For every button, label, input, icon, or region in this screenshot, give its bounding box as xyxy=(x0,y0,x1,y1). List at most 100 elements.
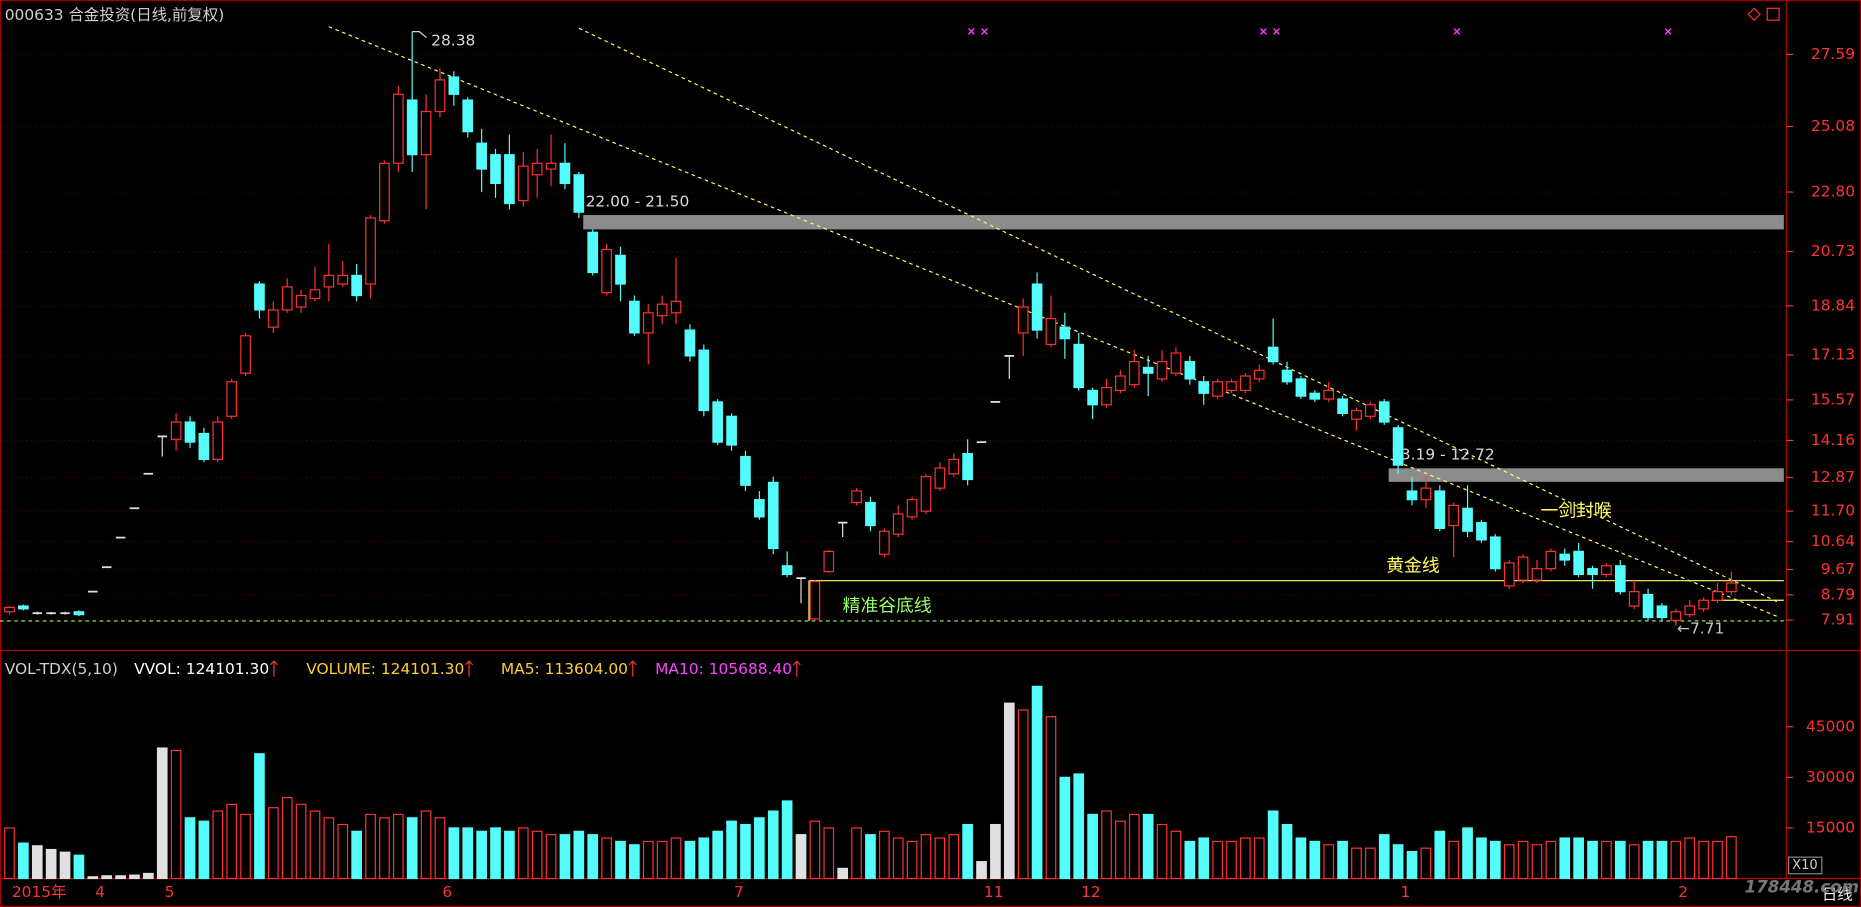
candle-body xyxy=(1309,392,1321,400)
volume-bar xyxy=(420,810,432,880)
candle-body xyxy=(1226,381,1237,391)
candle-body xyxy=(656,303,668,317)
icon[interactable] xyxy=(1766,7,1780,21)
volume-bar xyxy=(1642,840,1654,880)
candle-body xyxy=(1128,361,1140,386)
volume-bar xyxy=(1017,709,1029,880)
price-zone xyxy=(583,215,1784,230)
candle-body xyxy=(476,142,487,170)
volume-bar xyxy=(1726,836,1737,880)
zone-label: 22.00 - 21.50 xyxy=(586,192,690,210)
volume-bar xyxy=(490,827,501,880)
volume-bar xyxy=(59,851,71,880)
candle-body xyxy=(281,286,293,311)
volume-bar xyxy=(1087,813,1098,880)
candle-body xyxy=(1142,366,1154,374)
candle-body xyxy=(767,481,779,550)
candle-body xyxy=(1073,343,1085,389)
volume-bar xyxy=(1559,837,1571,880)
volume-bar xyxy=(1101,810,1112,880)
candle-body xyxy=(615,254,626,285)
volume-bar xyxy=(587,834,599,880)
candle-body xyxy=(1156,361,1168,380)
candle-body xyxy=(448,76,460,95)
y-tick-label: 11.70 xyxy=(1811,502,1855,520)
volume-bar xyxy=(656,840,668,880)
volume-bar xyxy=(1003,702,1015,880)
volume-bar xyxy=(684,840,696,880)
volume-bar xyxy=(1378,834,1390,880)
zone-label: 13.19 - 12.72 xyxy=(1391,446,1495,464)
y-tick-label: 10.64 xyxy=(1811,532,1855,550)
volume-bar xyxy=(101,875,113,880)
y-tick-label: 9.67 xyxy=(1821,560,1855,578)
candle-body xyxy=(184,421,196,443)
candle-body xyxy=(642,312,654,334)
volume-bar xyxy=(504,830,515,880)
candle-body xyxy=(1656,605,1668,619)
x-tick-label: 2 xyxy=(1678,883,1688,901)
unit-box xyxy=(1788,856,1823,875)
volume-bar xyxy=(1184,840,1196,880)
x-tick-label: 11 xyxy=(984,883,1004,901)
volume-bar xyxy=(226,803,238,880)
volume-bar xyxy=(629,844,640,880)
annotation: 28.38 xyxy=(431,32,475,50)
candle-body xyxy=(267,309,279,328)
candle-body xyxy=(962,453,973,481)
volume-bar xyxy=(670,837,682,880)
volume-bar xyxy=(990,823,1001,880)
volume-bar xyxy=(517,827,529,880)
volume-bar xyxy=(1115,820,1126,880)
volume-bar xyxy=(129,874,140,880)
volume-bar xyxy=(1517,840,1529,880)
volume-bar xyxy=(1142,813,1154,880)
candle-body xyxy=(809,580,821,620)
volume-bar xyxy=(1476,837,1487,880)
volume-bar xyxy=(240,813,251,880)
volume-bar xyxy=(309,810,321,880)
candle-body xyxy=(295,294,307,308)
y-tick-label: 22.80 xyxy=(1811,183,1855,201)
candle-body xyxy=(392,93,404,164)
annotation-pointer xyxy=(412,31,427,39)
volume-bar xyxy=(906,840,918,880)
volume-bar xyxy=(1226,840,1237,880)
volume-bar xyxy=(754,817,765,880)
volume-bar xyxy=(809,820,821,880)
volume-readout: MA10: 105688.40 xyxy=(655,660,792,678)
candle-body xyxy=(920,476,932,512)
y-tick-label: 15000 xyxy=(1806,818,1855,836)
y-tick-label: 17.13 xyxy=(1811,346,1855,364)
candle-body xyxy=(754,499,765,518)
x-tick-label: 1 xyxy=(1400,883,1410,901)
volume-bar xyxy=(267,807,279,880)
volume-bar xyxy=(1684,837,1696,880)
y-tick-label: 18.84 xyxy=(1811,296,1855,314)
watermark: 178448.com xyxy=(1745,878,1859,897)
volume-bar xyxy=(462,827,474,880)
volume-bar xyxy=(1281,823,1293,880)
volume-readout: VOLUME: 124101.30 xyxy=(306,660,464,678)
volume-bar xyxy=(1489,840,1501,880)
candle-body xyxy=(1267,346,1279,363)
candle-body xyxy=(1281,369,1293,383)
candle-body xyxy=(1170,352,1182,374)
icon[interactable] xyxy=(1747,7,1761,22)
volume-bar xyxy=(837,867,849,880)
volume-bar xyxy=(1392,844,1404,880)
candle-body xyxy=(1240,375,1251,391)
chart-title: 000633 合金投资(日线,前复权) xyxy=(5,6,224,24)
volume-bar xyxy=(1045,716,1057,880)
volume-bar xyxy=(615,840,626,880)
up-arrow xyxy=(628,660,637,677)
volume-bar xyxy=(601,837,612,880)
candle-body xyxy=(337,274,349,285)
volume-bar xyxy=(962,823,973,880)
volume-bar xyxy=(740,823,751,880)
candle-body xyxy=(1462,507,1473,532)
candle-body xyxy=(1684,605,1696,616)
up-arrow xyxy=(465,660,473,677)
volume-bar xyxy=(1698,840,1709,880)
up-arrow xyxy=(269,660,278,677)
